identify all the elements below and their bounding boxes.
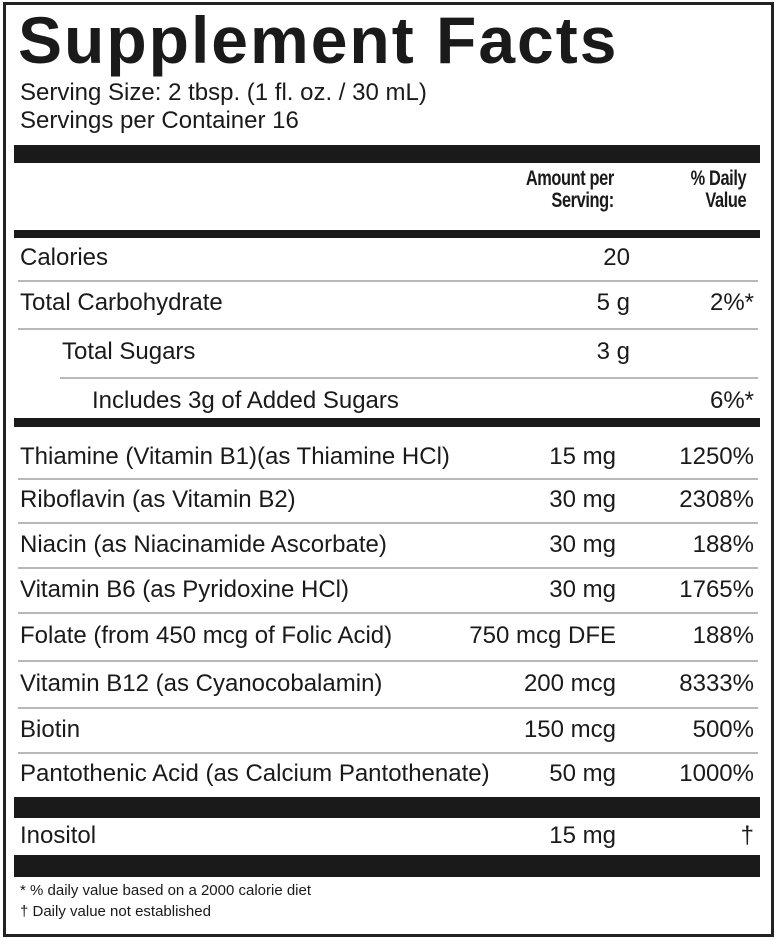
amount-header: Amount per Serving: [526, 168, 614, 212]
row-divider [18, 752, 758, 754]
divider-bar [14, 230, 760, 238]
nutrient-amount: 30 mg [549, 486, 616, 513]
nutrient-amount: 200 mcg [523, 670, 616, 697]
nutrient-daily-value: 6%* [709, 387, 754, 414]
dv-header-line1: % Daily [690, 167, 746, 190]
nutrient-name: Total Sugars [62, 338, 196, 365]
row-divider [18, 522, 758, 524]
nutrient-amount: 30 mg [549, 531, 616, 558]
nutrient-name: Folate (from 450 mcg of Folic Acid) [20, 622, 393, 649]
amount-header-line2: Serving: [551, 189, 615, 212]
row-divider [18, 612, 758, 614]
nutrient-daily-value: 2308% [679, 486, 754, 513]
label-border [3, 2, 774, 937]
row-divider [60, 377, 758, 379]
row-divider [18, 478, 758, 480]
nutrient-amount: 750 mcg DFE [469, 622, 616, 649]
nutrient-name: Niacin (as Niacinamide Ascorbate) [20, 531, 387, 558]
servings-per-container: Servings per Container 16 [20, 107, 299, 134]
nutrient-amount: 3 g [596, 338, 630, 365]
nutrient-row: Niacin (as Niacinamide Ascorbate) 30 mg 18… [0, 525, 776, 565]
row-divider [18, 328, 758, 330]
divider-bar [14, 418, 760, 427]
nutrient-row: Thiamine (Vitamin B1)(as Thiamine HCl) 15… [0, 437, 776, 477]
nutrient-daily-value: 188% [692, 622, 754, 649]
nutrient-amount: 30 mg [549, 576, 616, 603]
nutrient-row: Includes 3g of Added Sugars 6%* [0, 381, 776, 421]
nutrient-daily-value: 1000% [679, 760, 754, 787]
nutrient-name: Pantothenic Acid (as Calcium Pantothenat… [20, 760, 490, 787]
nutrient-daily-value: 1765% [679, 576, 754, 603]
nutrient-daily-value: † [740, 822, 754, 849]
nutrient-amount: 50 mg [549, 760, 616, 787]
nutrient-name: Includes 3g of Added Sugars [92, 387, 399, 414]
row-divider [18, 660, 758, 662]
divider-bar [14, 145, 760, 163]
row-divider [18, 280, 758, 282]
nutrient-daily-value: 2%* [709, 289, 754, 316]
nutrient-amount: 20 [603, 244, 630, 271]
nutrient-row: Total Carbohydrate 5 g 2%* [0, 283, 776, 323]
nutrient-row: Inositol 15 mg † [0, 816, 776, 856]
nutrient-row: Calories 20 [0, 238, 776, 278]
nutrient-daily-value: 500% [692, 716, 754, 743]
nutrient-amount: 15 mg [549, 443, 616, 470]
nutrient-amount: 150 mcg [523, 716, 616, 743]
dv-header-line2: Value [705, 189, 746, 212]
divider-bar [14, 797, 760, 818]
nutrient-daily-value: 8333% [679, 670, 754, 697]
amount-header-line1: Amount per [525, 167, 614, 190]
nutrient-name: Vitamin B12 (as Cyanocobalamin) [20, 670, 383, 697]
nutrient-name: Vitamin B6 (as Pyridoxine HCl) [20, 576, 350, 603]
serving-size: Serving Size: 2 tbsp. (1 fl. oz. / 30 mL… [20, 79, 427, 106]
nutrient-row: Total Sugars 3 g [0, 332, 776, 372]
nutrient-name: Inositol [20, 822, 97, 849]
nutrient-row: Vitamin B12 (as Cyanocobalamin) 200 mcg 83… [0, 664, 776, 704]
nutrient-name: Calories [20, 244, 109, 271]
divider-bar [14, 855, 760, 877]
nutrient-daily-value: 188% [692, 531, 754, 558]
nutrient-row: Vitamin B6 (as Pyridoxine HCl) 30 mg 1765% [0, 570, 776, 610]
footnote-daily-value: * % daily value based on a 2000 calorie … [20, 882, 312, 899]
nutrient-row: Biotin 150 mcg 500% [0, 710, 776, 750]
label-title: Supplement Facts [18, 3, 619, 77]
nutrient-name: Biotin [20, 716, 81, 743]
nutrient-name: Riboflavin (as Vitamin B2) [20, 486, 296, 513]
nutrient-row: Pantothenic Acid (as Calcium Pantothenat… [0, 754, 776, 794]
footnote-not-established: † Daily value not established [20, 903, 211, 920]
nutrient-daily-value: 1250% [679, 443, 754, 470]
nutrient-name: Thiamine (Vitamin B1)(as Thiamine HCl) [20, 443, 450, 470]
nutrient-row: Folate (from 450 mcg of Folic Acid) 750 m… [0, 616, 776, 656]
nutrient-name: Total Carbohydrate [20, 289, 223, 316]
row-divider [18, 707, 758, 709]
nutrient-row: Riboflavin (as Vitamin B2) 30 mg 2308% [0, 480, 776, 520]
row-divider [18, 567, 758, 569]
nutrient-amount: 15 mg [549, 822, 616, 849]
dv-header: % Daily Value [690, 168, 746, 212]
nutrient-amount: 5 g [596, 289, 630, 316]
